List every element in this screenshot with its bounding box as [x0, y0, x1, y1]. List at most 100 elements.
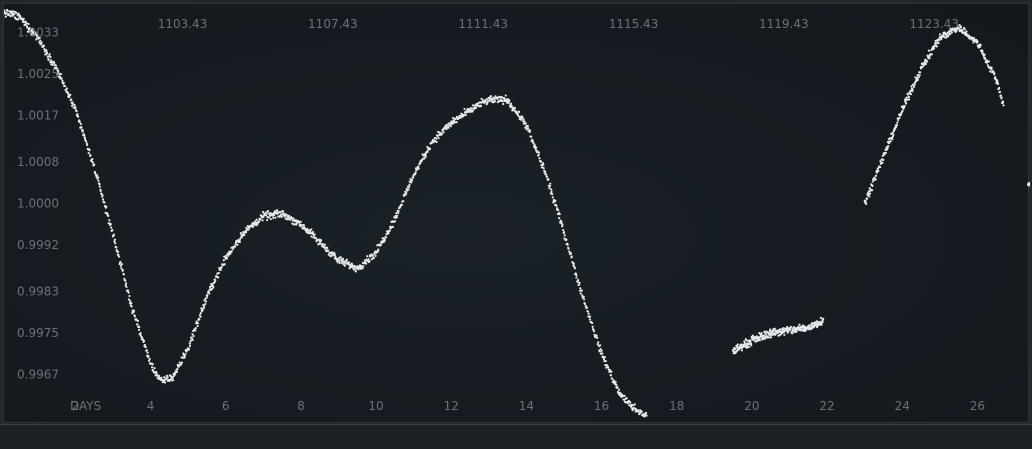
- data-point: [128, 295, 130, 297]
- data-point: [770, 336, 772, 338]
- data-point: [191, 337, 193, 339]
- data-point: [550, 188, 552, 190]
- data-point: [527, 127, 529, 129]
- data-point: [917, 74, 919, 76]
- data-point: [223, 259, 225, 261]
- data-point: [760, 332, 762, 334]
- data-point: [292, 217, 294, 219]
- data-point: [362, 265, 364, 267]
- data-point: [591, 322, 593, 324]
- data-point: [105, 205, 107, 207]
- data-point: [111, 229, 113, 231]
- data-point: [365, 263, 367, 265]
- data-point: [73, 104, 75, 106]
- data-point: [368, 260, 370, 262]
- data-point: [522, 118, 524, 120]
- data-point: [938, 39, 940, 41]
- y-tick-label: 1.0008: [17, 155, 59, 169]
- data-point: [176, 371, 178, 373]
- data-point: [43, 45, 45, 47]
- data-point: [212, 286, 214, 288]
- data-point: [188, 348, 190, 350]
- data-point: [270, 218, 272, 220]
- data-point: [749, 340, 751, 342]
- data-point: [231, 250, 233, 252]
- data-point: [596, 337, 598, 339]
- data-point: [910, 93, 912, 95]
- data-point: [120, 267, 122, 269]
- data-point: [881, 162, 883, 164]
- data-point: [372, 255, 374, 257]
- data-point: [544, 171, 546, 173]
- data-point: [901, 110, 903, 112]
- data-point: [615, 384, 617, 386]
- data-point: [897, 119, 899, 121]
- x-bottom-tick-label: 16: [594, 399, 609, 413]
- data-point: [388, 232, 390, 234]
- data-point: [549, 183, 551, 185]
- data-point: [508, 99, 510, 101]
- x-bottom-tick-label: 8: [297, 399, 305, 413]
- data-point: [644, 415, 646, 417]
- data-point: [575, 276, 577, 278]
- data-point: [256, 219, 258, 221]
- data-point: [66, 87, 68, 89]
- x-top-tick-label: 1119.43: [759, 17, 809, 31]
- data-points: [4, 9, 1030, 418]
- data-point: [908, 98, 910, 100]
- data-point: [93, 164, 95, 166]
- data-point: [103, 201, 105, 203]
- data-point: [435, 137, 437, 139]
- data-point: [61, 77, 63, 79]
- data-point: [276, 209, 278, 211]
- data-point: [195, 327, 197, 329]
- data-point: [926, 60, 928, 62]
- data-point: [342, 258, 344, 260]
- data-point: [529, 129, 531, 131]
- data-point: [741, 349, 743, 351]
- data-point: [532, 139, 534, 141]
- data-point: [535, 146, 537, 148]
- data-point: [267, 210, 269, 212]
- data-point: [306, 228, 308, 230]
- data-point: [143, 340, 145, 342]
- data-point: [997, 83, 999, 85]
- data-point: [623, 395, 625, 397]
- data-point: [783, 334, 785, 336]
- data-point: [86, 144, 88, 146]
- data-point: [540, 161, 542, 163]
- data-point: [199, 316, 201, 318]
- data-point: [463, 114, 465, 116]
- x-top-tick-label: 1123.43: [909, 17, 959, 31]
- data-point: [555, 205, 557, 207]
- data-point: [133, 310, 135, 312]
- data-point: [905, 102, 907, 104]
- data-point: [184, 355, 186, 357]
- data-point: [508, 101, 510, 103]
- data-point: [355, 270, 357, 272]
- data-point: [172, 379, 174, 381]
- bottom-scroll-bar[interactable]: [0, 424, 1032, 449]
- data-point: [63, 82, 65, 84]
- data-point: [472, 104, 474, 106]
- data-point: [868, 195, 870, 197]
- data-point: [53, 62, 55, 64]
- data-point: [494, 100, 496, 102]
- data-point: [470, 107, 472, 109]
- data-point: [645, 412, 647, 414]
- data-point: [641, 410, 643, 412]
- data-point: [119, 261, 121, 263]
- data-point: [9, 15, 11, 17]
- data-point: [447, 127, 449, 129]
- data-point: [88, 152, 90, 154]
- data-point: [68, 96, 70, 98]
- data-point: [542, 164, 544, 166]
- data-point: [405, 192, 407, 194]
- data-point: [918, 76, 920, 78]
- data-point: [361, 267, 363, 269]
- data-point: [475, 107, 477, 109]
- data-point: [137, 320, 139, 322]
- data-point: [607, 366, 609, 368]
- data-point: [166, 376, 168, 378]
